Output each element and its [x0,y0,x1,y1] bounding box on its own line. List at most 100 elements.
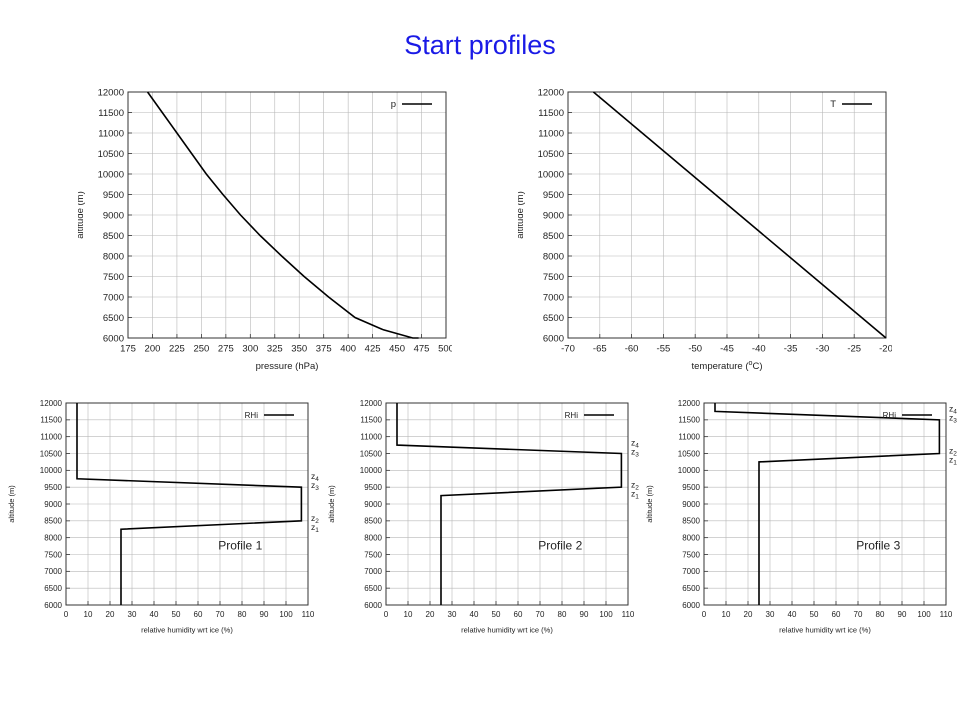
x-tick-label: 0 [64,610,69,619]
y-tick-label: 9000 [103,210,124,221]
y-tick-label: 9500 [103,190,124,201]
y-tick-label: 11000 [40,432,62,441]
x-tick-label: 20 [106,610,115,619]
level-letter: z [631,488,635,498]
level-label-z1: z1 [949,455,957,467]
x-tick-label: -35 [784,344,798,355]
x-axis-label-text-end: C) [752,361,762,372]
level-letter: z [311,522,315,532]
x-tick-label: 250 [193,344,209,355]
y-tick-label: 6500 [103,313,124,324]
level-letter: z [949,413,953,423]
x-axis-label: relative humidity wrt ice (%) [141,626,233,635]
level-label-z2: z2 [949,446,957,458]
x-axis-label-text: relative humidity wrt ice (%) [779,626,871,635]
y-tick-label: 7000 [364,567,382,576]
x-tick-label: -40 [752,344,766,355]
x-tick-label: 70 [536,610,545,619]
series-line-T [592,91,887,339]
y-tick-label: 6000 [44,601,62,610]
level-letter: z [631,446,635,456]
y-tick-label: 11500 [360,416,382,425]
x-tick-label: 110 [622,610,635,619]
level-label-z3: z3 [631,446,639,458]
y-tick-label: 7500 [543,272,564,283]
level-subscript: 1 [635,493,639,500]
level-letter: z [311,480,315,490]
y-tick-label: 8500 [44,517,62,526]
x-axis-label: temperature (oC) [691,359,762,372]
x-tick-label: -70 [561,344,575,355]
y-tick-label: 11000 [98,128,124,139]
level-subscript: 2 [315,518,319,525]
x-tick-label: -20 [879,344,892,355]
y-tick-label: 11500 [678,416,700,425]
x-tick-label: 80 [876,610,885,619]
level-subscript: 4 [953,409,957,416]
x-tick-label: -55 [657,344,671,355]
x-tick-label: 110 [940,610,953,619]
y-tick-label: 8000 [103,251,124,262]
x-tick-label: 70 [216,610,225,619]
y-tick-label: 8500 [103,231,124,242]
x-tick-label: 30 [766,610,775,619]
x-tick-label: 90 [580,610,589,619]
level-label-z1: z1 [631,488,639,500]
y-tick-label: 11500 [538,108,564,119]
y-tick-label: 9500 [543,190,564,201]
profile-annotation: Profile 1 [218,538,262,552]
x-tick-label: 100 [279,610,293,619]
x-tick-label: 80 [558,610,567,619]
legend-label-RHi: RHi [565,411,579,420]
slide-title: Start profiles [404,30,556,60]
x-axis-label-text: temperature ( [691,361,749,372]
x-tick-label: 60 [514,610,523,619]
y-tick-label: 9000 [543,210,564,221]
y-tick-label: 8500 [682,517,700,526]
y-tick-label: 10500 [40,449,63,458]
y-tick-label: 6000 [543,333,564,344]
y-axis-label: altitude (m) [327,485,336,523]
rhi-profile-3-chart: 0 10 20 30 40 50 60 70 80 90 100 110 6000 6500 7000 750… [645,399,957,635]
x-tick-label: 425 [365,344,381,355]
x-tick-label: 275 [218,344,234,355]
y-tick-label: 6000 [682,601,700,610]
y-tick-label: 8500 [543,231,564,242]
y-tick-label: 7500 [44,550,62,559]
x-tick-label: 80 [238,610,247,619]
x-tick-label: 30 [448,610,457,619]
x-tick-label: 20 [744,610,753,619]
x-tick-label: 300 [242,344,258,355]
y-tick-label: 7500 [103,272,124,283]
level-subscript: 2 [953,451,957,458]
x-axis-label: relative humidity wrt ice (%) [461,626,553,635]
grid-lines [65,402,309,606]
level-label-z4: z4 [631,437,639,449]
x-tick-label: 325 [267,344,283,355]
x-tick-label: 90 [260,610,269,619]
series-line-p [146,91,419,339]
x-tick-label: 475 [414,344,430,355]
y-tick-label: 11500 [98,108,124,119]
y-tick-label: 7000 [682,567,700,576]
legend-label-p: p [391,99,396,110]
profile-annotation: Profile 3 [856,538,900,552]
x-tick-label: 50 [172,610,181,619]
y-tick-label: 6500 [682,584,700,593]
level-label-z1: z1 [311,522,319,534]
rhi-profile-2-chart: 0 10 20 30 40 50 60 70 80 90 100 110 6000 6500 7000 750… [327,399,639,635]
x-tick-label: 40 [788,610,797,619]
x-tick-label: 400 [340,344,356,355]
x-tick-label: -30 [816,344,830,355]
x-tick-label: 60 [194,610,203,619]
x-tick-label: 200 [145,344,161,355]
y-tick-label: 11500 [40,416,62,425]
x-tick-label: -50 [688,344,702,355]
y-tick-label: 7000 [44,567,62,576]
x-tick-label: 60 [832,610,841,619]
y-tick-label: 7000 [543,292,564,303]
y-tick-label: 6500 [44,584,62,593]
y-tick-label: 8000 [364,533,382,542]
level-subscript: 2 [635,484,639,491]
x-tick-label: 50 [492,610,501,619]
